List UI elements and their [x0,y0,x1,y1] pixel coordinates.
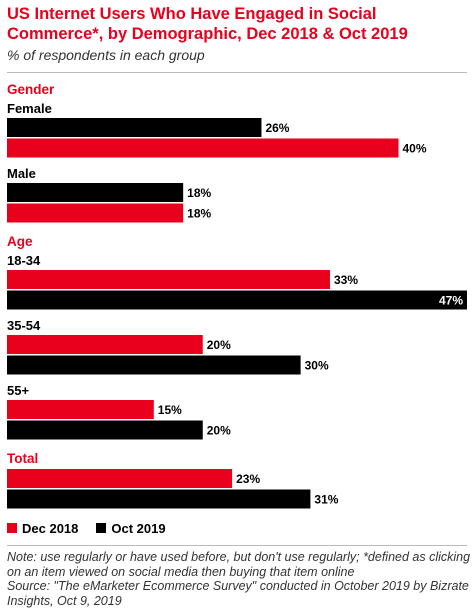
top-divider [7,72,467,73]
value-label-female-oct-2019: 26% [265,121,289,135]
footnote-source: Source: "The eMarketer Ecommerce Survey"… [7,579,469,608]
category-label-55: 55+ [7,383,29,398]
bar-total-dec-2018 [7,469,233,488]
group-label-gender: Gender [7,82,55,97]
legend-label-dec-2018: Dec 2018 [22,520,79,536]
category-label-35-54: 35-54 [7,318,41,333]
bar-55-dec-2018 [7,400,154,419]
bar-chart: Gender Female 26% 40% Male 18% 18% Age 18-34 33% 4… [7,82,467,509]
legend-swatch-oct-2019 [96,523,107,533]
bar-female-oct-2019 [7,118,262,137]
footnote-note: Note: use regularly or have used before,… [7,550,471,579]
value-label-18-34-dec-2018: 33% [334,273,358,287]
value-label-55-dec-2018: 15% [158,403,182,417]
legend-item-oct-2019: Oct 2019 [96,520,166,536]
bar-18-34-dec-2018 [7,270,330,289]
legend-label-oct-2019: Oct 2019 [111,520,166,536]
footnote: Note: use regularly or have used before,… [7,550,473,608]
legend-item-dec-2018: Dec 2018 [7,521,78,536]
value-label-35-54-oct-2019: 30% [305,359,329,373]
value-label-male-oct-2019: 18% [187,186,211,200]
group-label-age: Age [7,234,33,249]
value-label-35-54-dec-2018: 20% [207,338,231,352]
value-label-female-dec-2018: 40% [402,142,426,156]
bar-male-dec-2018 [7,203,184,223]
value-label-55-oct-2019: 20% [207,424,231,438]
bar-male-oct-2019 [7,183,184,202]
bottom-divider [7,545,467,546]
category-label-female: Female [7,101,52,116]
bar-55-oct-2019 [7,420,203,440]
category-label-18-34: 18-34 [7,253,41,268]
chart-subtitle: % of respondents in each group [7,47,205,63]
bar-female-dec-2018 [7,138,399,158]
group-label-total: Total [7,451,38,466]
bar-35-54-dec-2018 [7,335,203,354]
chart-title: US Internet Users Who Have Engaged in So… [7,5,408,43]
bar-35-54-oct-2019 [7,355,301,375]
category-label-male: Male [7,166,36,181]
value-label-total-dec-2018: 23% [236,472,260,486]
value-label-18-34-oct-2019: 47% [439,294,463,308]
legend-swatch-dec-2018 [7,523,17,533]
bar-total-oct-2019 [7,489,311,509]
value-label-male-dec-2018: 18% [187,207,211,221]
value-label-total-oct-2019: 31% [314,493,338,507]
legend: Dec 2018 Oct 2019 [7,520,184,536]
bar-18-34-oct-2019 [7,290,467,310]
